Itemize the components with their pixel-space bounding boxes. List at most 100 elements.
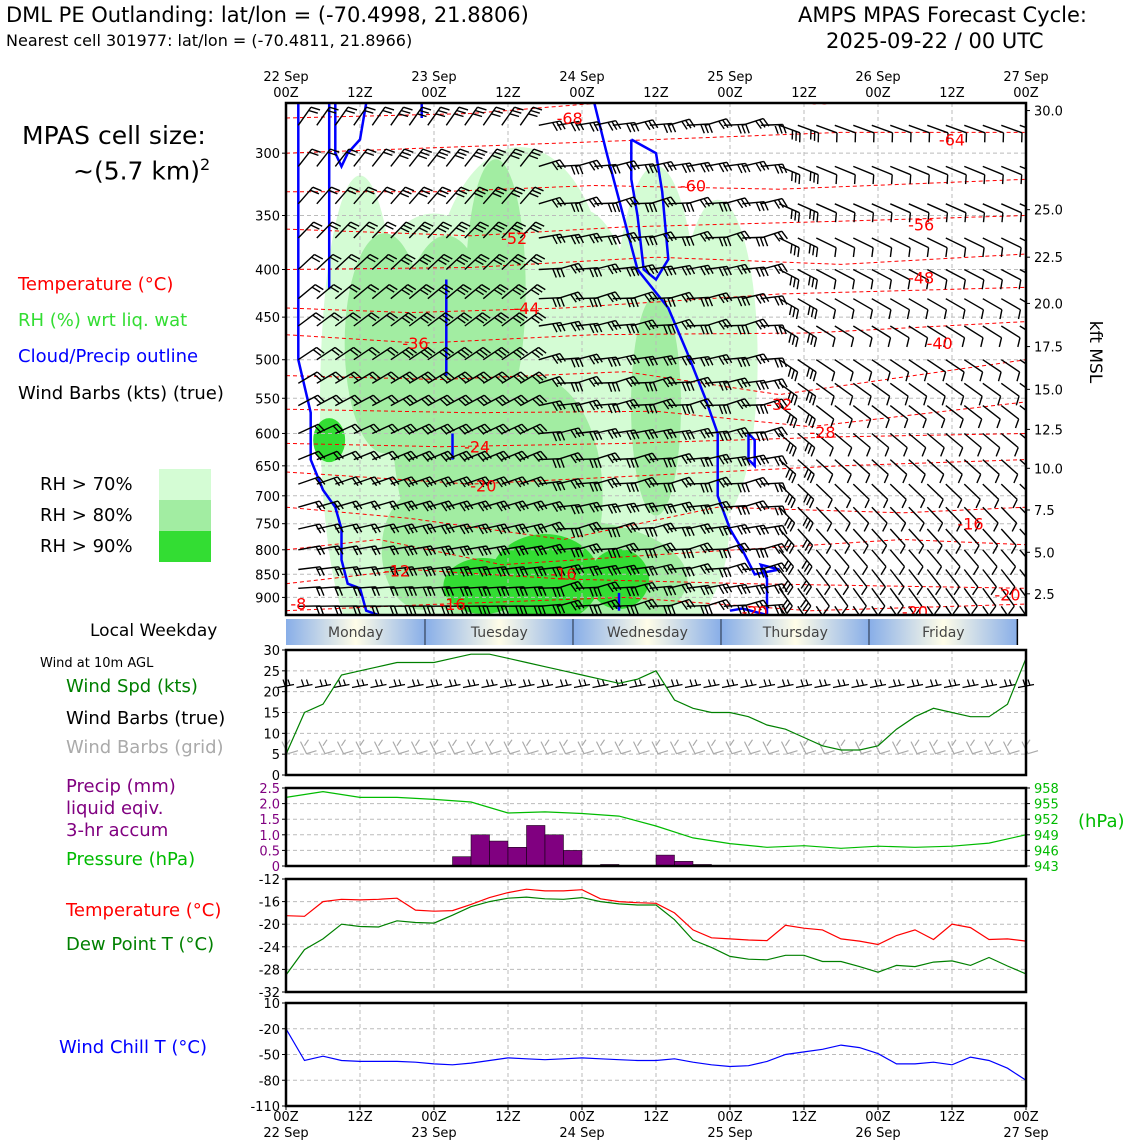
wind-barb (668, 291, 696, 303)
wind-barb (594, 477, 622, 489)
wind-barb (815, 459, 834, 484)
wind-barb (649, 265, 677, 277)
wind-tick-label: 5 (272, 748, 280, 763)
wind-barb (964, 165, 986, 185)
wind-barb (815, 405, 835, 429)
wind-barb (778, 549, 795, 576)
wind-barb (908, 483, 926, 509)
wind-barb (945, 203, 967, 223)
wind-barb-grid (965, 739, 983, 755)
wind-barb (834, 569, 849, 596)
wind-barb (501, 586, 529, 597)
legend-cloud: Cloud/Precip outline (18, 346, 199, 367)
wind-barb (852, 237, 874, 258)
wind-barb (963, 325, 984, 348)
wind-barb (834, 237, 856, 258)
wind-barb (594, 581, 622, 593)
wind-barb (871, 506, 888, 532)
isotherm (286, 131, 1026, 154)
wind-barb (945, 325, 966, 348)
wind-barb (723, 356, 751, 368)
bottom-date-label: 23 Sep (411, 1126, 456, 1140)
wind-barb (557, 291, 585, 303)
wind-barb (371, 186, 396, 205)
wind-barb (982, 237, 1004, 258)
wind-barb (538, 566, 566, 577)
wind-barb (778, 483, 796, 509)
wind-barb (742, 318, 770, 330)
wind-barb (316, 148, 340, 167)
weekday-label: Thursday (762, 625, 828, 641)
wind-barb (1000, 268, 1022, 290)
wind-barb (871, 203, 893, 223)
wind-barb (427, 605, 454, 615)
panel-frame (284, 786, 1028, 868)
wind-barb (816, 203, 838, 223)
wind-barb (316, 253, 342, 271)
wind-barb (779, 124, 801, 143)
wind-barb (742, 524, 770, 536)
wind-barb (1019, 165, 1026, 170)
wind-barb-grid (688, 739, 706, 755)
wind-barb (594, 503, 622, 514)
wind-barb (519, 148, 544, 167)
isotherm (286, 359, 1026, 396)
temperature-tick-label: -16 (259, 896, 280, 911)
wind-barb (926, 237, 948, 258)
wind-barb (871, 569, 886, 596)
windchill-tick-label: -50 (259, 1049, 280, 1064)
wind-barb (982, 432, 1001, 457)
wind-barb (871, 124, 894, 143)
wind-barb (427, 284, 454, 300)
wind-barb (668, 548, 695, 559)
wind-barb (982, 325, 1003, 348)
wind-barb (538, 159, 566, 171)
wind-barb (982, 506, 999, 532)
wind-barb (1019, 459, 1026, 467)
wind-barb (926, 432, 945, 457)
wind-barb (557, 580, 585, 593)
wind-barb (963, 605, 972, 615)
wind-barb (945, 528, 962, 554)
wind-barb-grid (799, 739, 817, 755)
wind-barb (427, 450, 455, 462)
wind-barb (889, 549, 906, 576)
top-date-label: 24 Sep (559, 70, 604, 85)
wind-barb (945, 459, 963, 484)
wind-barb (575, 481, 603, 492)
wind-barb (890, 165, 912, 185)
wind-barb (649, 231, 677, 243)
wind-barb (1000, 325, 1021, 348)
wind-barb (908, 459, 926, 484)
pressure-tick-label: 350 (255, 209, 280, 224)
wind-barb (852, 605, 861, 615)
wind-barb (871, 268, 892, 290)
wind-barb-true (592, 679, 609, 689)
panel-frame (284, 877, 1028, 994)
wind-barb (520, 450, 548, 462)
height-tick-label: 25.0 (1034, 204, 1063, 219)
wind-barb (316, 545, 344, 556)
wind-barb (390, 148, 414, 167)
wind-barb (1019, 569, 1026, 579)
wind-barb (501, 545, 529, 557)
wind-barb (797, 298, 818, 320)
wind-barb (834, 405, 853, 429)
wind-barb (1019, 405, 1026, 412)
wind-barb (760, 398, 788, 410)
wind-barb (631, 548, 658, 559)
weekday-label: Tuesday (470, 625, 528, 641)
wind-barb (519, 394, 548, 407)
temperature-label: -48 (908, 269, 934, 288)
weekday-cell (425, 619, 574, 645)
wind-barb (631, 381, 658, 392)
weekday-title: Local Weekday (90, 621, 218, 641)
wind-barb (334, 346, 362, 361)
wind-barb (852, 432, 871, 457)
wind-barb (797, 569, 812, 596)
wind-barb (445, 394, 474, 407)
pressure-tick-label: 850 (255, 568, 280, 583)
wind-barb (963, 298, 985, 320)
cloud-outline (747, 432, 756, 469)
wind-barb (686, 456, 714, 468)
